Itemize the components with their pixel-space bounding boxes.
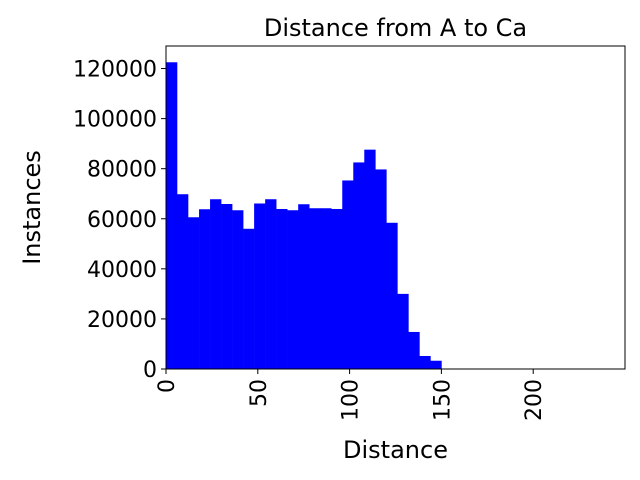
- bars-group: [166, 62, 442, 369]
- histogram-bar: [166, 62, 178, 369]
- histogram-bar: [353, 162, 365, 369]
- x-tick-label: 200: [522, 379, 547, 421]
- histogram-bar: [243, 228, 255, 369]
- histogram-bar: [276, 209, 288, 369]
- x-axis-ticks: 0 50 100 150 200: [155, 369, 547, 421]
- y-tick-label: 60000: [87, 208, 157, 233]
- y-tick-label: 40000: [87, 258, 157, 283]
- histogram-bar: [287, 210, 299, 369]
- y-axis-ticks: 0 20000 40000 60000 80000 100000 120000: [73, 58, 166, 383]
- histogram-bar: [408, 331, 420, 369]
- histogram-bar: [342, 180, 354, 369]
- x-tick-label: 50: [247, 379, 272, 407]
- histogram-bar: [177, 194, 189, 369]
- histogram-bar: [199, 209, 211, 369]
- histogram-bar: [298, 204, 310, 369]
- plot-frame: [165, 45, 626, 370]
- x-tick-label: 150: [430, 379, 455, 421]
- histogram-bar: [419, 355, 431, 369]
- histogram-bar: [265, 199, 277, 369]
- histogram-bar: [375, 169, 387, 369]
- y-tick-label: 80000: [87, 158, 157, 183]
- histogram-bar: [430, 360, 442, 369]
- y-axis-label: Instances: [18, 150, 46, 265]
- x-tick-label: 0: [155, 379, 180, 393]
- histogram-bar: [331, 209, 343, 369]
- x-axis-label: Distance: [343, 436, 448, 464]
- chart-title: Distance from A to Ca: [264, 14, 527, 42]
- y-tick-label: 20000: [87, 308, 157, 333]
- y-tick-label: 0: [143, 358, 157, 383]
- histogram-bar: [397, 293, 409, 369]
- histogram-bar: [232, 210, 244, 369]
- x-tick-label: 100: [339, 379, 364, 421]
- histogram-bar: [210, 199, 222, 369]
- histogram-bar: [254, 203, 266, 369]
- histogram-bar: [364, 149, 376, 369]
- y-tick-label: 120000: [73, 58, 157, 83]
- histogram-bar: [188, 217, 200, 369]
- histogram-bar: [320, 208, 332, 369]
- histogram-bar: [221, 203, 233, 369]
- histogram-bar: [309, 208, 321, 369]
- y-tick-label: 100000: [73, 108, 157, 133]
- histogram-bar: [386, 222, 398, 369]
